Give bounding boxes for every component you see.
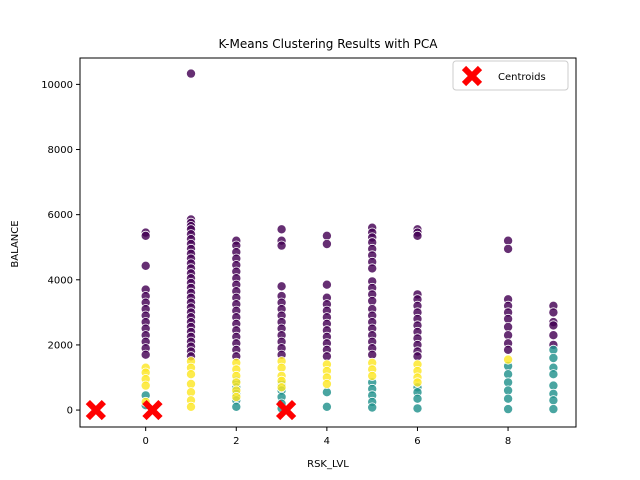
x-tick-label: 0 [142,436,148,447]
data-point [140,230,151,241]
legend-centroid-x [461,65,483,87]
data-point [185,369,196,380]
x-tick-label: 6 [414,436,420,447]
y-tick-label: 0 [67,406,73,417]
data-point [321,238,332,249]
x-axis: 0 2 4 6 8 [142,427,511,447]
data-point [276,224,287,235]
data-point [412,377,423,388]
data-point [276,240,287,251]
data-point [412,230,423,241]
plot-frame [79,57,577,428]
data-point [321,401,332,412]
data-point [231,401,242,412]
legend-centroid-marker [461,65,483,87]
data-point [367,263,378,274]
data-point [140,260,151,271]
data-point [548,352,559,363]
data-point [503,393,514,404]
data-point [367,402,378,413]
chart-title: K-Means Clustering Results with PCA [219,37,439,51]
data-point [140,349,151,360]
data-point [140,380,151,391]
x-tick-label: 2 [233,436,239,447]
legend: Centroids [452,60,569,91]
centroid-marker [142,399,163,421]
y-axis: 0 2000 4000 6000 8000 10000 [41,80,80,417]
x-tick-label: 8 [505,436,511,447]
data-point [321,378,332,389]
y-tick-label: 2000 [48,340,73,351]
centroid-marker [85,399,106,421]
data-point [412,393,423,404]
y-axis-label: BALANCE [10,220,21,267]
data-point [503,243,514,254]
data-point [231,391,242,402]
data-point [548,395,559,406]
y-tick-label: 4000 [48,275,73,286]
data-point [412,403,423,414]
y-tick-label: 6000 [48,210,73,221]
data-point [548,320,559,331]
data-point [503,344,514,355]
data-point [548,330,559,341]
data-point [185,68,196,79]
centroids-layer [85,399,297,421]
data-point [321,279,332,290]
legend-box [452,60,569,91]
data-point [548,369,559,380]
legend-label-centroids: Centroids [498,72,546,83]
y-tick-label: 8000 [48,145,73,156]
data-point [276,281,287,292]
data-point [367,370,378,381]
data-point [548,307,559,318]
data-point [503,404,514,415]
data-point [276,382,287,393]
data-point [548,404,559,415]
y-tick-label: 10000 [41,80,73,91]
data-point [503,354,514,365]
x-tick-label: 4 [324,436,330,447]
data-point [185,401,196,412]
x-axis-label: RSK_LVL [307,459,349,470]
points-layer [140,68,559,415]
centroid-marker [275,399,297,421]
